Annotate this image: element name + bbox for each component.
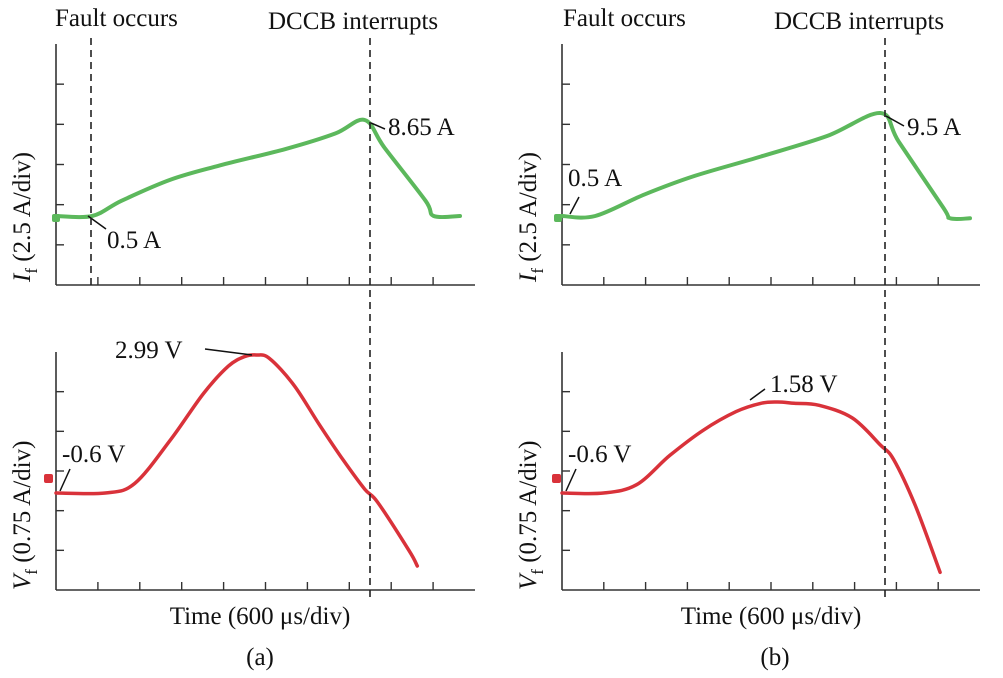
caption-a: (a) [246,644,274,671]
voltage-peak-label-b: 1.58 V [770,371,838,398]
voltage-xticks-b [603,582,939,590]
time-axis-label-a: Time (600 μs/div) [170,603,351,630]
dccb-interrupts-label-a: DCCB interrupts [268,8,438,35]
current-yticks-a [56,83,64,246]
current-symbol-a: I [9,272,36,283]
current-yticks-b [562,83,570,246]
voltage-plot-a: -0.6 V 2.99 V Vf (0.75 A/div) [9,337,475,591]
current-axis-label-b: If (2.5 A/div) [515,152,547,283]
voltage-symbol-a: V [9,572,36,590]
voltage-subscript-b: f [528,569,547,575]
voltage-axis-label-b: Vf (0.75 A/div) [515,441,547,590]
voltage-trace-b [560,400,942,575]
voltage-yticks-b [562,390,570,552]
voltage-symbol-b: V [515,572,542,590]
current-start-label-a: 0.5 A [107,227,161,254]
voltage-xticks-a [97,582,434,590]
channel-2-marker-b [552,474,561,483]
voltage-start-label-b: -0.6 V [568,441,631,468]
panel-b: Fault occurs DCCB interrupts 0.5 A 9.5 A… [515,5,980,671]
current-peak-leader-b [885,115,905,127]
time-axis-label-b: Time (600 μs/div) [681,603,862,630]
panel-a: Fault occurs DCCB interrupts 0.5 A 8.65 … [9,5,475,671]
current-peak-label-b: 9.5 A [907,114,961,141]
voltage-unit-b: (0.75 A/div) [515,441,542,569]
voltage-peak-leader-b [749,388,766,401]
voltage-unit-a: (0.75 A/div) [9,441,36,569]
voltage-peak-label-a: 2.99 V [115,337,183,364]
current-plot-a: 0.5 A 8.65 A If (2.5 A/div) [9,44,475,286]
fault-occurs-label-b: Fault occurs [563,5,686,32]
current-unit-a: (2.5 A/div) [9,152,36,268]
fault-occurs-label-a: Fault occurs [55,5,178,32]
current-peak-label-a: 8.65 A [388,114,455,141]
current-plot-b: 0.5 A 9.5 A If (2.5 A/div) [515,44,980,286]
voltage-subscript-a: f [22,569,41,575]
voltage-plot-b: -0.6 V 1.58 V Vf (0.75 A/div) [515,352,980,591]
caption-b: (b) [760,644,789,671]
current-xticks-b [603,277,939,285]
voltage-peak-leader-a [204,348,253,356]
current-peak-leader-a [370,122,386,130]
voltage-start-leader-a [59,468,71,492]
current-xticks-a [97,277,434,285]
current-trace-a [54,117,462,220]
voltage-start-label-a: -0.6 V [62,441,125,468]
current-start-leader-b [569,196,580,215]
current-trace-b [560,111,972,222]
current-subscript-b: f [528,268,547,274]
dccb-interrupts-label-b: DCCB interrupts [774,8,944,35]
current-axis-label-a: If (2.5 A/div) [9,152,41,283]
current-symbol-b: I [515,272,542,283]
current-start-label-b: 0.5 A [568,165,622,192]
voltage-start-leader-b [565,468,577,492]
voltage-yticks-a [56,390,64,552]
current-unit-b: (2.5 A/div) [515,152,542,268]
voltage-axis-label-a: Vf (0.75 A/div) [9,441,41,590]
current-subscript-a: f [22,268,41,274]
channel-2-marker-a [44,474,53,483]
